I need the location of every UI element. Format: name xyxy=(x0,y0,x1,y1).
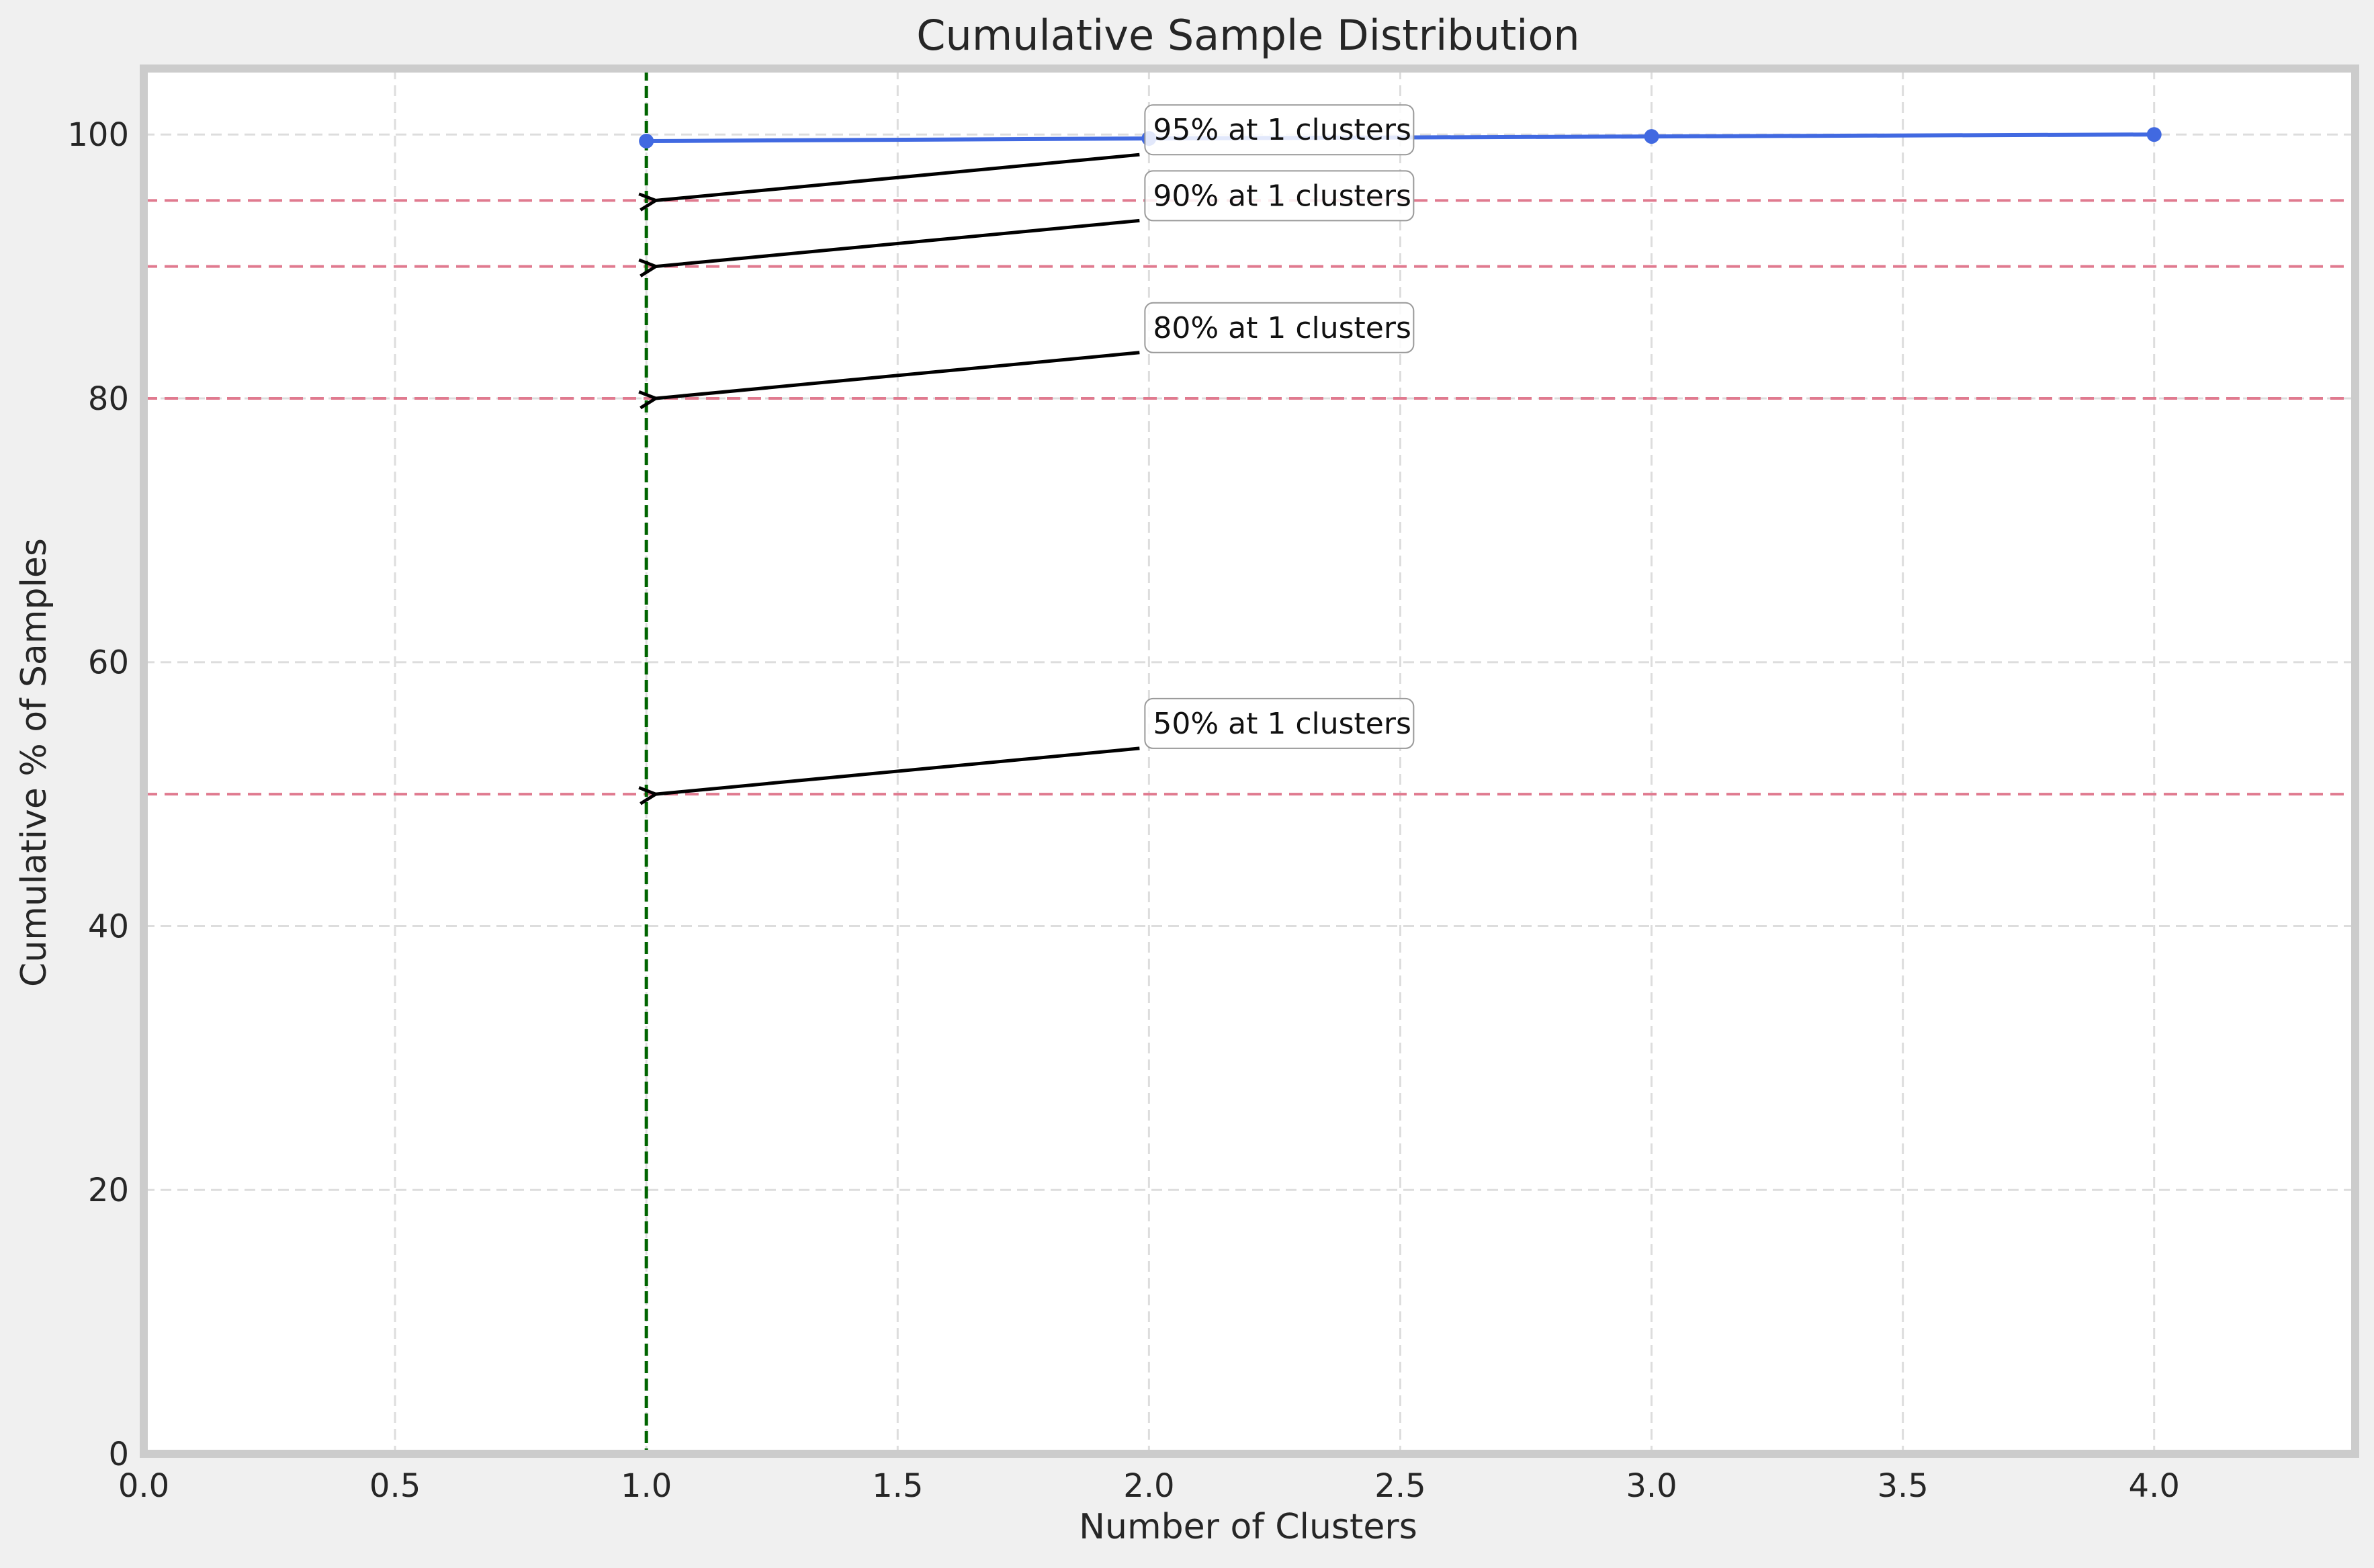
annotation-arrow-0 xyxy=(656,746,1140,794)
x-tick-label-7: 3.5 xyxy=(1877,1467,1928,1505)
y-tick-label-3: 60 xyxy=(88,644,129,682)
annotations: 50% at 1 clusters 80% at 1 clusters 90% at… xyxy=(656,104,1415,794)
y-tick-label-1: 20 xyxy=(88,1172,129,1209)
annotation-box-1 xyxy=(1144,302,1415,353)
x-tick-label-4: 2.0 xyxy=(1123,1467,1174,1505)
data-point-0-3 xyxy=(2146,127,2162,142)
annotation-arrow-3 xyxy=(656,153,1140,200)
annotation-label-3: 95% at 1 clusters xyxy=(1153,113,1411,147)
annotation-label-2: 90% at 1 clusters xyxy=(1153,179,1411,213)
x-tick-label-6: 3.0 xyxy=(1626,1467,1677,1505)
y-axis-label: Cumulative % of Samples xyxy=(14,538,54,987)
annotation-label-1: 80% at 1 clusters xyxy=(1153,311,1411,345)
annotation-label-0: 50% at 1 clusters xyxy=(1153,707,1411,741)
x-tick-label-5: 2.5 xyxy=(1374,1467,1425,1505)
x-tick-label-2: 1.0 xyxy=(621,1467,672,1505)
x-axis-ticks: 0.0 0.5 1.0 1.5 2.0 2.5 3.0 3.5 4.0 xyxy=(118,1467,2180,1505)
annotation-arrow-1 xyxy=(656,351,1140,398)
y-tick-label-4: 80 xyxy=(88,380,129,418)
plot-frame xyxy=(140,64,2359,1458)
x-tick-label-1: 0.5 xyxy=(369,1467,421,1505)
y-tick-label-0: 0 xyxy=(108,1436,129,1473)
data-point-0-0 xyxy=(639,134,654,149)
x-tick-label-0: 0.0 xyxy=(118,1467,169,1505)
annotation-box-2 xyxy=(1144,170,1415,222)
y-axis-ticks: 0 20 40 60 80 100 xyxy=(67,116,129,1473)
x-tick-label-3: 1.5 xyxy=(872,1467,923,1505)
annotation-box-0 xyxy=(1144,697,1415,749)
x-axis-label: Number of Clusters xyxy=(1079,1507,1417,1547)
y-tick-label-5: 100 xyxy=(67,116,129,154)
plot-area xyxy=(144,69,2355,1454)
annotation-arrow-2 xyxy=(656,218,1140,266)
annotation-box-3 xyxy=(1144,104,1415,156)
x-tick-label-8: 4.0 xyxy=(2129,1467,2180,1505)
data-point-0-2 xyxy=(1644,129,1659,144)
y-tick-label-2: 40 xyxy=(88,908,129,945)
chart-title: Cumulative Sample Distribution xyxy=(916,11,1579,60)
